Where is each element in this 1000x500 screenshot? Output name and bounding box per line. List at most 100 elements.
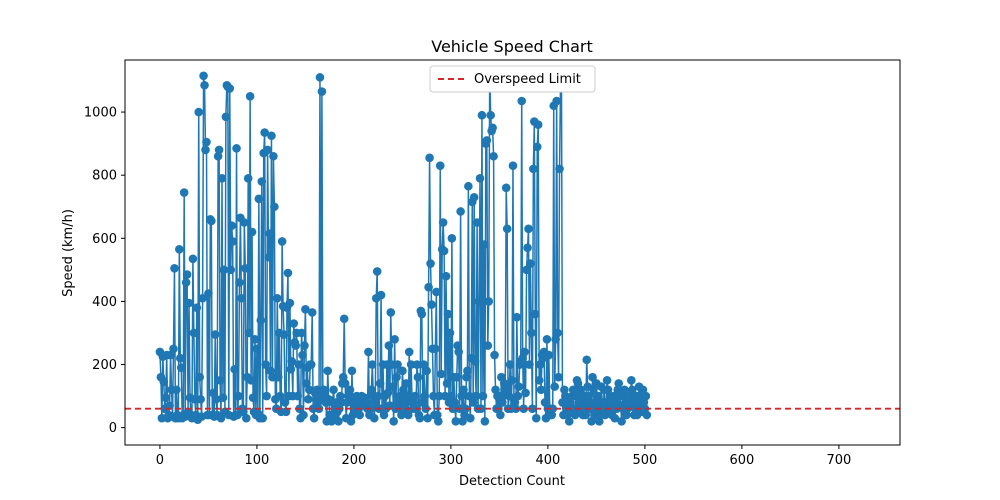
speed-point <box>441 271 451 281</box>
speed-point <box>489 151 498 161</box>
speed-point <box>486 110 495 120</box>
speed-point <box>267 131 276 141</box>
speed-point <box>470 357 480 366</box>
speed-point <box>291 341 301 350</box>
speed-point <box>388 382 398 391</box>
speed-point <box>298 350 307 360</box>
speed-point <box>289 319 299 328</box>
x-tick-label: 200 <box>341 453 366 468</box>
speed-point <box>620 385 629 395</box>
speed-point <box>204 289 213 298</box>
speed-point <box>459 385 468 395</box>
speed-point <box>277 237 287 246</box>
speed-point <box>469 192 479 202</box>
speed-point <box>520 347 529 357</box>
speed-point <box>181 278 191 287</box>
speed-point <box>622 410 631 420</box>
speed-point <box>237 293 246 303</box>
speed-point <box>199 71 208 81</box>
speed-point <box>294 360 303 369</box>
speed-point <box>248 393 258 402</box>
speed-point <box>474 297 484 306</box>
speed-point <box>398 366 407 376</box>
speed-point <box>425 153 434 163</box>
speed-point <box>466 413 475 423</box>
speed-point <box>304 394 313 404</box>
speed-point <box>225 84 235 93</box>
speed-point <box>478 391 488 401</box>
speed-point <box>594 391 603 401</box>
speed-point <box>169 344 178 354</box>
speed-point <box>159 377 169 387</box>
speed-point <box>283 268 293 278</box>
y-axis-label: Speed (km/h) <box>61 209 76 297</box>
speed-point <box>390 334 399 344</box>
speed-point <box>521 388 530 398</box>
speed-point <box>194 107 204 117</box>
speed-point <box>404 347 414 357</box>
speed-point <box>258 413 268 423</box>
speed-point <box>218 393 228 402</box>
speed-point <box>445 328 455 338</box>
speed-point <box>286 364 296 374</box>
speed-point <box>554 372 563 382</box>
speed-point <box>528 404 537 414</box>
speed-point <box>372 267 382 276</box>
speed-point <box>172 385 181 395</box>
speed-point <box>165 401 174 410</box>
speed-point <box>340 379 350 388</box>
y-tick-label: 200 <box>92 358 117 373</box>
speed-point <box>536 385 546 395</box>
speed-point <box>627 385 637 395</box>
speed-point <box>588 372 597 382</box>
speed-point <box>512 312 522 322</box>
speed-point <box>176 363 186 372</box>
speed-point <box>454 347 463 357</box>
speed-point <box>192 303 202 313</box>
speed-point <box>244 328 254 338</box>
speed-point <box>339 314 349 324</box>
speed-point <box>293 391 302 401</box>
speed-point <box>201 145 210 155</box>
speed-point <box>403 410 413 420</box>
speed-point <box>287 357 297 366</box>
speed-point <box>161 393 171 402</box>
speed-point <box>241 413 251 423</box>
speed-point <box>500 385 510 395</box>
speed-point <box>480 417 490 426</box>
speed-point <box>544 350 554 360</box>
speed-point <box>517 96 527 106</box>
speed-point <box>375 379 385 388</box>
speed-point <box>254 194 264 204</box>
speed-point <box>247 227 257 237</box>
speed-point <box>395 391 404 401</box>
speed-point <box>424 282 433 292</box>
speed-point <box>345 385 355 395</box>
speed-point <box>281 407 291 417</box>
speed-point <box>479 240 489 249</box>
speed-point <box>451 417 461 426</box>
speed-point <box>555 164 564 174</box>
speed-point <box>355 410 365 420</box>
speed-point <box>269 151 278 161</box>
x-tick-label: 300 <box>438 453 463 468</box>
speed-point <box>524 224 533 234</box>
speed-point <box>215 376 225 385</box>
speed-point <box>306 360 316 369</box>
speed-point <box>383 388 393 398</box>
speed-point <box>170 263 179 273</box>
speed-point <box>553 328 562 338</box>
speed-point <box>265 229 274 238</box>
speed-point <box>507 376 517 385</box>
speed-point <box>376 290 386 300</box>
speed-point <box>498 398 507 407</box>
y-tick-label: 600 <box>92 232 117 247</box>
speed-point <box>256 316 266 325</box>
speed-point <box>301 305 310 314</box>
speed-point <box>389 417 398 426</box>
x-tick-label: 400 <box>535 453 560 468</box>
speed-point <box>210 330 220 339</box>
speed-point <box>513 391 523 401</box>
legend: Overspeed Limit <box>429 65 596 93</box>
speed-point <box>483 341 493 350</box>
